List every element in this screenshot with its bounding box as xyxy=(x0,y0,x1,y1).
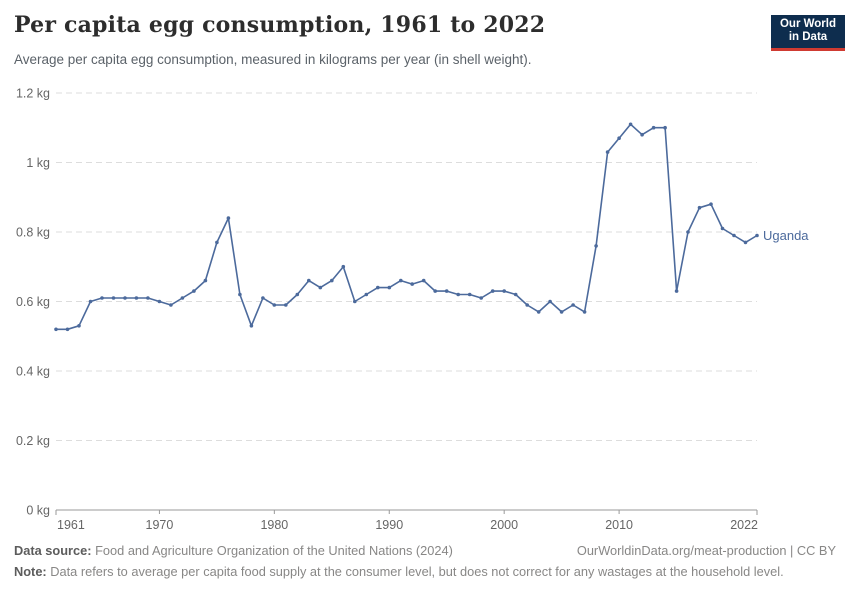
data-point[interactable] xyxy=(582,310,587,314)
data-point[interactable] xyxy=(203,278,208,283)
data-point[interactable] xyxy=(111,296,116,300)
line-chart[interactable]: 0 kg 0.2 kg 0.4 kg 0.6 kg 0.8 kg 1 kg 1.2 kg 19… xyxy=(0,80,850,540)
data-point[interactable] xyxy=(605,150,610,154)
data-point[interactable] xyxy=(169,303,173,307)
data-point[interactable] xyxy=(571,303,575,307)
x-tick-label: 2010 xyxy=(605,518,633,532)
footnote-label: Note: xyxy=(14,564,47,579)
data-source-label: Data source: xyxy=(14,543,92,558)
data-point[interactable] xyxy=(77,324,81,328)
data-point[interactable] xyxy=(697,205,702,210)
data-point[interactable] xyxy=(318,285,323,290)
data-point[interactable] xyxy=(353,299,357,304)
x-tick-label: 2000 xyxy=(490,518,518,532)
data-point[interactable] xyxy=(146,296,150,300)
footnote-text: Data refers to average per capita food s… xyxy=(50,564,784,579)
data-point[interactable] xyxy=(330,278,334,283)
data-point[interactable] xyxy=(192,289,196,293)
data-point[interactable] xyxy=(387,285,392,290)
data-point[interactable] xyxy=(88,299,93,304)
data-point[interactable] xyxy=(467,292,472,297)
data-point[interactable] xyxy=(284,303,288,307)
data-point[interactable] xyxy=(376,285,380,290)
data-point[interactable] xyxy=(502,289,507,293)
data-point[interactable] xyxy=(272,303,277,307)
data-point[interactable] xyxy=(341,264,346,269)
data-point[interactable] xyxy=(421,278,426,283)
data-point[interactable] xyxy=(123,296,127,300)
data-point[interactable] xyxy=(100,296,104,300)
data-point[interactable] xyxy=(536,310,541,314)
data-point[interactable] xyxy=(65,327,70,332)
data-point[interactable] xyxy=(640,132,644,137)
data-point[interactable] xyxy=(674,289,679,293)
data-point[interactable] xyxy=(559,310,564,314)
data-source-text: Food and Agriculture Organization of the… xyxy=(95,543,453,558)
y-tick-label: 0.2 kg xyxy=(16,434,50,448)
owid-logo-line2: in Data xyxy=(788,31,828,43)
owid-logo-line1: Our World xyxy=(779,18,836,30)
data-point[interactable] xyxy=(709,202,713,206)
data-point[interactable] xyxy=(525,303,529,307)
data-point[interactable] xyxy=(249,324,254,328)
citation-link[interactable]: OurWorldinData.org/meat-production | CC … xyxy=(576,543,836,558)
y-tick-label: 1 kg xyxy=(26,156,50,170)
footnote: Note: Data refers to average per capita … xyxy=(14,564,836,579)
page-title: Per capita egg consumption, 1961 to 2022 xyxy=(14,12,546,38)
data-point[interactable] xyxy=(364,292,369,297)
data-point[interactable] xyxy=(720,226,725,231)
data-point[interactable] xyxy=(261,296,265,300)
data-source: Data source: Food and Agriculture Organi… xyxy=(14,543,453,558)
series-label-uganda[interactable]: Uganda xyxy=(763,228,809,243)
data-point[interactable] xyxy=(743,240,748,245)
x-tick-label: 1961 xyxy=(57,518,85,532)
data-point[interactable] xyxy=(479,296,484,300)
data-point[interactable] xyxy=(548,299,552,304)
y-tick-label: 0 kg xyxy=(26,504,50,518)
x-tick-label: 1970 xyxy=(146,518,174,532)
data-point[interactable] xyxy=(456,292,461,297)
data-point[interactable] xyxy=(732,233,736,238)
x-tick-label: 1980 xyxy=(260,518,288,532)
data-point[interactable] xyxy=(134,296,139,300)
data-point[interactable] xyxy=(651,125,656,130)
data-point[interactable] xyxy=(180,296,185,300)
chart-footer: Data source: Food and Agriculture Organi… xyxy=(14,543,836,579)
data-point[interactable] xyxy=(157,299,162,304)
data-point[interactable] xyxy=(295,292,300,297)
chart-line-uganda[interactable] xyxy=(55,123,758,331)
data-point[interactable] xyxy=(238,292,242,297)
data-point[interactable] xyxy=(617,136,621,140)
y-tick-label: 1.2 kg xyxy=(16,87,50,101)
data-point[interactable] xyxy=(307,278,311,283)
data-point[interactable] xyxy=(755,233,759,238)
data-point[interactable] xyxy=(663,125,667,130)
x-tick-label: 1990 xyxy=(375,518,403,532)
chart-subtitle: Average per capita egg consumption, meas… xyxy=(14,52,532,67)
data-point[interactable] xyxy=(594,244,598,248)
y-tick-label: 0.6 kg xyxy=(16,295,50,309)
data-point[interactable] xyxy=(410,282,415,286)
y-tick-label: 0.4 kg xyxy=(16,365,50,379)
data-point[interactable] xyxy=(54,327,58,332)
data-point[interactable] xyxy=(215,240,219,245)
data-point[interactable] xyxy=(226,216,231,220)
data-point[interactable] xyxy=(444,289,449,293)
data-point[interactable] xyxy=(433,289,438,293)
data-point[interactable] xyxy=(490,289,495,293)
data-point[interactable] xyxy=(628,122,633,127)
data-point[interactable] xyxy=(686,230,690,234)
x-tick-label: 2022 xyxy=(730,518,758,532)
y-tick-label: 0.8 kg xyxy=(16,226,50,240)
data-point[interactable] xyxy=(513,292,518,297)
owid-logo: Our World in Data xyxy=(771,15,845,51)
data-point[interactable] xyxy=(399,278,403,283)
